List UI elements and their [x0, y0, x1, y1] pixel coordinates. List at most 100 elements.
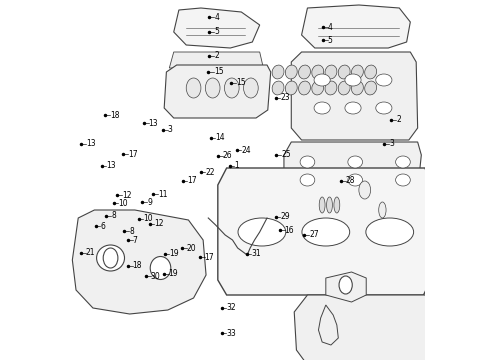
Polygon shape	[164, 65, 270, 118]
Ellipse shape	[462, 294, 484, 326]
Text: 2: 2	[396, 115, 401, 124]
Text: 8: 8	[129, 227, 134, 236]
Text: 23: 23	[280, 94, 290, 102]
Ellipse shape	[298, 81, 311, 95]
Polygon shape	[218, 168, 431, 295]
Ellipse shape	[272, 65, 284, 79]
Text: 4: 4	[215, 13, 220, 22]
Ellipse shape	[285, 65, 297, 79]
Polygon shape	[480, 242, 490, 335]
Text: 17: 17	[128, 150, 138, 158]
Text: 22: 22	[205, 167, 215, 176]
Polygon shape	[174, 8, 260, 48]
Ellipse shape	[359, 181, 370, 199]
Ellipse shape	[348, 156, 363, 168]
Text: 29: 29	[280, 212, 290, 221]
Ellipse shape	[454, 291, 490, 329]
Text: 28: 28	[346, 176, 355, 185]
Polygon shape	[326, 272, 366, 302]
Text: 3: 3	[389, 139, 394, 148]
Text: 19: 19	[170, 249, 179, 258]
Ellipse shape	[325, 81, 337, 95]
Ellipse shape	[285, 81, 297, 95]
Ellipse shape	[319, 197, 325, 213]
Ellipse shape	[376, 102, 392, 114]
Text: 24: 24	[242, 146, 251, 155]
Text: 31: 31	[251, 249, 261, 258]
Ellipse shape	[351, 65, 364, 79]
Ellipse shape	[103, 248, 118, 268]
Text: 18: 18	[110, 111, 120, 120]
Ellipse shape	[298, 65, 311, 79]
Ellipse shape	[348, 174, 363, 186]
Text: 15: 15	[236, 78, 245, 87]
Text: 8: 8	[111, 211, 116, 220]
Ellipse shape	[446, 165, 463, 185]
Text: 19: 19	[169, 269, 178, 278]
Ellipse shape	[302, 218, 350, 246]
Polygon shape	[294, 295, 438, 360]
Polygon shape	[284, 142, 421, 200]
Ellipse shape	[97, 245, 124, 271]
Text: 13: 13	[106, 161, 116, 170]
Ellipse shape	[468, 301, 477, 319]
Ellipse shape	[395, 156, 410, 168]
Text: 11: 11	[158, 190, 168, 199]
Ellipse shape	[395, 174, 410, 186]
Polygon shape	[291, 52, 417, 140]
Polygon shape	[170, 52, 263, 68]
Text: 13: 13	[148, 118, 158, 127]
Text: 20: 20	[187, 244, 196, 253]
Text: 33: 33	[226, 328, 236, 338]
Text: 17: 17	[187, 176, 197, 185]
Ellipse shape	[312, 81, 324, 95]
Ellipse shape	[272, 81, 284, 95]
Ellipse shape	[244, 78, 258, 98]
Text: 26: 26	[222, 151, 232, 160]
Ellipse shape	[376, 74, 392, 86]
Ellipse shape	[339, 276, 352, 294]
Ellipse shape	[300, 174, 315, 186]
Polygon shape	[301, 5, 410, 48]
Text: 10: 10	[118, 199, 128, 208]
Text: 2: 2	[215, 51, 219, 60]
Text: 15: 15	[215, 68, 224, 77]
Ellipse shape	[205, 78, 220, 98]
Ellipse shape	[365, 81, 377, 95]
Ellipse shape	[300, 156, 315, 168]
Ellipse shape	[314, 102, 330, 114]
Text: 27: 27	[309, 230, 318, 239]
Ellipse shape	[379, 202, 386, 218]
Text: 25: 25	[281, 150, 291, 159]
Ellipse shape	[224, 78, 239, 98]
Ellipse shape	[150, 256, 171, 279]
Ellipse shape	[457, 189, 473, 211]
Text: 7: 7	[133, 236, 138, 245]
Ellipse shape	[345, 102, 361, 114]
Text: 5: 5	[328, 36, 333, 45]
Text: 16: 16	[285, 226, 294, 235]
Text: 21: 21	[86, 248, 96, 257]
Text: 13: 13	[86, 139, 96, 148]
Ellipse shape	[351, 81, 364, 95]
Ellipse shape	[338, 81, 350, 95]
Ellipse shape	[325, 65, 337, 79]
Ellipse shape	[345, 74, 361, 86]
Polygon shape	[73, 210, 206, 314]
Text: 12: 12	[122, 191, 131, 199]
Text: 4: 4	[328, 22, 333, 31]
Polygon shape	[318, 305, 338, 345]
Text: 5: 5	[215, 27, 220, 36]
Ellipse shape	[312, 65, 324, 79]
Text: 17: 17	[205, 253, 214, 262]
Text: 12: 12	[154, 219, 164, 228]
Text: 18: 18	[133, 261, 142, 270]
Ellipse shape	[238, 218, 286, 246]
Text: 3: 3	[168, 125, 172, 134]
Text: 9: 9	[147, 198, 152, 207]
Text: 32: 32	[226, 303, 236, 312]
Ellipse shape	[314, 74, 330, 86]
Ellipse shape	[338, 65, 350, 79]
Ellipse shape	[366, 218, 414, 246]
Text: 30: 30	[151, 272, 160, 281]
